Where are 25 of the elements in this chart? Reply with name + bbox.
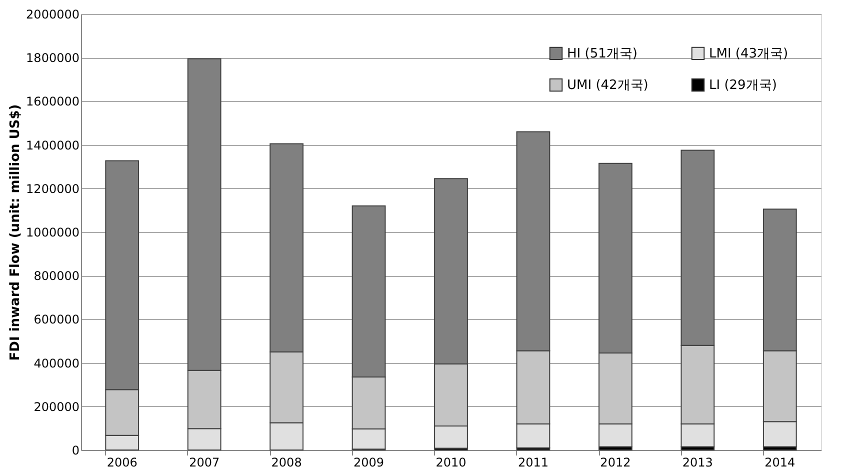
legend-label: UMI (42개국): [567, 78, 648, 93]
y-tick-label: 1800000: [26, 51, 80, 66]
y-tick-label: 200000: [34, 400, 80, 414]
x-tick-label: 2006: [106, 456, 138, 470]
x-tick-label: 2007: [189, 456, 220, 470]
y-tick-label: 0: [72, 444, 80, 458]
y-axis-title: FDI inward Flow (unit: million US$): [8, 104, 24, 361]
y-tick-label: 400000: [34, 356, 80, 370]
y-tick-label: 1000000: [26, 226, 80, 240]
y-tick-label: 800000: [34, 269, 80, 284]
x-tick-label: 2011: [518, 456, 548, 470]
legend-label: LI (29개국): [709, 78, 777, 93]
y-tick-label: 1400000: [26, 138, 80, 152]
x-tick-label: 2009: [354, 456, 384, 470]
y-tick-label: 1600000: [26, 94, 80, 109]
x-tick-label: 2008: [271, 456, 302, 470]
x-tick-label: 2012: [600, 456, 631, 470]
x-tick-label: 2010: [436, 456, 466, 470]
x-tick-label: 2013: [682, 456, 713, 470]
legend-label: HI (51개국): [567, 46, 638, 62]
y-tick-label: 1200000: [26, 182, 80, 196]
y-tick-label: 2000000: [26, 8, 80, 22]
legend-label: LMI (43개국): [709, 46, 788, 62]
x-tick-label: 2014: [764, 456, 796, 470]
y-tick-label: 600000: [34, 312, 80, 327]
